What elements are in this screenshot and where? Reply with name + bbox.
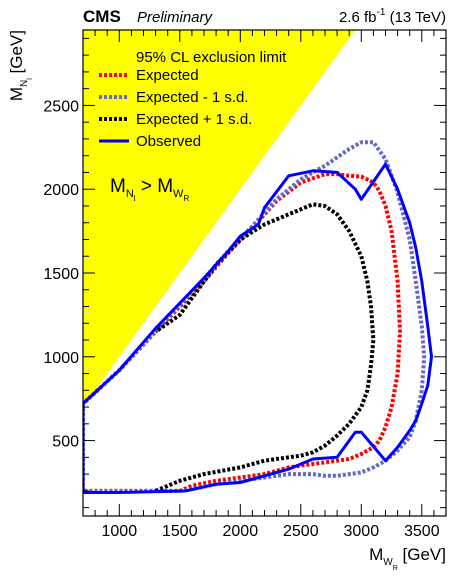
legend: 95% CL exclusion limit Expected Expected … (99, 49, 287, 150)
x-tick-label: 2000 (223, 523, 259, 540)
y-tick-label: 500 (52, 434, 79, 451)
axis-ticks: 1000 1500 2000 2500 3000 3500 500 1000 1500 2000 2… (43, 30, 446, 540)
y-tick-label: 1500 (43, 266, 79, 283)
y-axis-title: MNl [GeV] (7, 30, 34, 101)
y-tick-label: 2500 (43, 98, 79, 115)
luminosity-label: 2.6 fb-1 (13 TeV) (339, 7, 446, 26)
x-tick-label: 1500 (162, 523, 198, 540)
y-tick-label: 2000 (43, 182, 79, 199)
plot-area (83, 30, 433, 494)
legend-label: Expected - 1 s.d. (136, 89, 249, 106)
x-tick-label: 2500 (283, 523, 319, 540)
legend-label: Observed (136, 133, 201, 150)
x-tick-label: 3000 (344, 523, 380, 540)
legend-title: 95% CL exclusion limit (136, 49, 287, 66)
x-tick-label: 1000 (102, 523, 138, 540)
x-axis-title: MWR [GeV] (369, 545, 446, 572)
status-label: Preliminary (137, 9, 214, 26)
x-tick-label: 3500 (404, 523, 440, 540)
y-tick-label: 1000 (43, 350, 79, 367)
legend-label: Expected + 1 s.d. (136, 111, 252, 128)
series-layer (83, 140, 433, 494)
series-line-expected-1-s-d- (154, 202, 376, 493)
kinematic-forbidden-region (83, 30, 356, 408)
region-label: MNl > MWR (110, 176, 189, 203)
legend-entries: Expected Expected - 1 s.d. Expected + 1 s.… (99, 67, 252, 150)
series-line-observed (83, 162, 433, 494)
experiment-label: CMS (83, 7, 121, 26)
legend-label: Expected (136, 67, 199, 84)
